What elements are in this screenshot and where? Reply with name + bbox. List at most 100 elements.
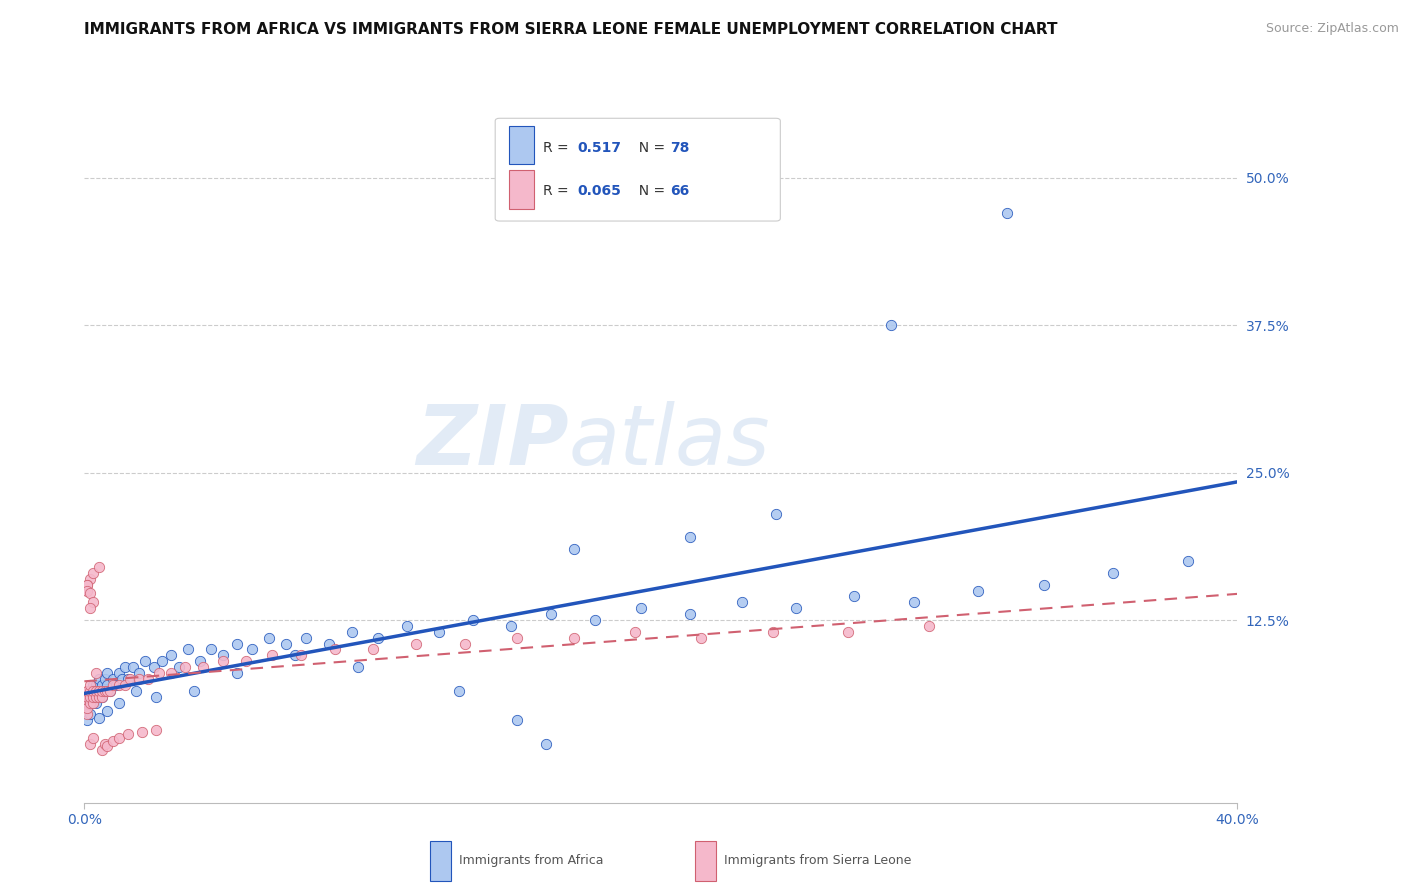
Point [96, 683, 118, 698]
Point [90, 690, 112, 704]
Point [191, 660, 214, 674]
Text: 0.065: 0.065 [578, 184, 621, 198]
Point [145, 690, 167, 704]
Point [76, 707, 98, 722]
Point [103, 734, 124, 748]
Text: ZIP: ZIP [416, 401, 568, 482]
Point [240, 642, 263, 657]
Point [785, 601, 807, 615]
Point [108, 678, 131, 692]
Text: Source: ZipAtlas.com: Source: ZipAtlas.com [1265, 22, 1399, 36]
Point [82, 566, 104, 580]
Point [540, 607, 562, 621]
Point [1102, 566, 1125, 580]
Point [534, 737, 557, 751]
Point [105, 678, 128, 692]
Point [260, 648, 283, 663]
Point [84, 690, 107, 704]
Point [82, 696, 104, 710]
Point [427, 624, 450, 639]
Point [117, 672, 139, 686]
Point [87, 711, 110, 725]
Point [342, 624, 364, 639]
Point [103, 678, 124, 692]
Point [903, 595, 925, 609]
Point [108, 666, 131, 681]
Point [76, 583, 98, 598]
Point [211, 654, 233, 668]
Point [690, 631, 713, 645]
Text: N =: N = [630, 184, 669, 198]
Point [82, 731, 104, 745]
Point [108, 696, 131, 710]
Point [79, 683, 101, 698]
Point [90, 690, 112, 704]
Point [318, 637, 340, 651]
Point [174, 660, 197, 674]
Point [274, 637, 298, 651]
Point [730, 595, 752, 609]
Point [98, 683, 121, 698]
Point [114, 678, 136, 692]
Point [678, 531, 700, 545]
Point [82, 683, 104, 698]
Point [79, 737, 101, 751]
Point [918, 619, 941, 633]
Point [762, 624, 785, 639]
Point [76, 690, 98, 704]
Point [76, 683, 98, 698]
Point [117, 727, 139, 741]
Point [82, 690, 104, 704]
Point [96, 704, 118, 718]
Text: IMMIGRANTS FROM AFRICA VS IMMIGRANTS FROM SIERRA LEONE FEMALE UNEMPLOYMENT CORRE: IMMIGRANTS FROM AFRICA VS IMMIGRANTS FRO… [84, 22, 1057, 37]
Point [211, 648, 233, 663]
Point [837, 624, 859, 639]
Point [134, 654, 156, 668]
Point [447, 683, 470, 698]
Point [87, 683, 110, 698]
Point [177, 642, 200, 657]
Text: Immigrants from Africa: Immigrants from Africa [458, 855, 603, 867]
Point [120, 672, 142, 686]
Point [583, 613, 606, 627]
Text: 78: 78 [671, 141, 689, 155]
Point [93, 683, 115, 698]
Point [506, 631, 529, 645]
Point [624, 624, 647, 639]
Point [96, 739, 118, 754]
Text: 0.517: 0.517 [578, 141, 621, 155]
Point [93, 672, 115, 686]
Point [323, 642, 346, 657]
Point [84, 683, 107, 698]
Point [76, 713, 98, 727]
Point [290, 648, 312, 663]
Text: 66: 66 [671, 184, 689, 198]
Point [108, 731, 131, 745]
Point [79, 707, 101, 722]
Point [82, 595, 104, 609]
Point [145, 723, 167, 737]
Point [79, 690, 101, 704]
Point [160, 648, 183, 663]
Point [125, 683, 148, 698]
Point [79, 696, 101, 710]
Point [87, 560, 110, 574]
Point [87, 683, 110, 698]
Point [128, 666, 150, 681]
Point [454, 637, 477, 651]
Point [87, 672, 110, 686]
Point [82, 678, 104, 692]
Point [295, 631, 318, 645]
Point [84, 690, 107, 704]
Point [136, 672, 159, 686]
Point [1177, 554, 1199, 568]
Point [90, 678, 112, 692]
Point [150, 654, 173, 668]
Text: R =: R = [543, 184, 574, 198]
Point [967, 583, 990, 598]
Point [82, 696, 104, 710]
Point [93, 737, 115, 751]
Point [361, 642, 384, 657]
Point [678, 607, 700, 621]
Point [226, 637, 249, 651]
